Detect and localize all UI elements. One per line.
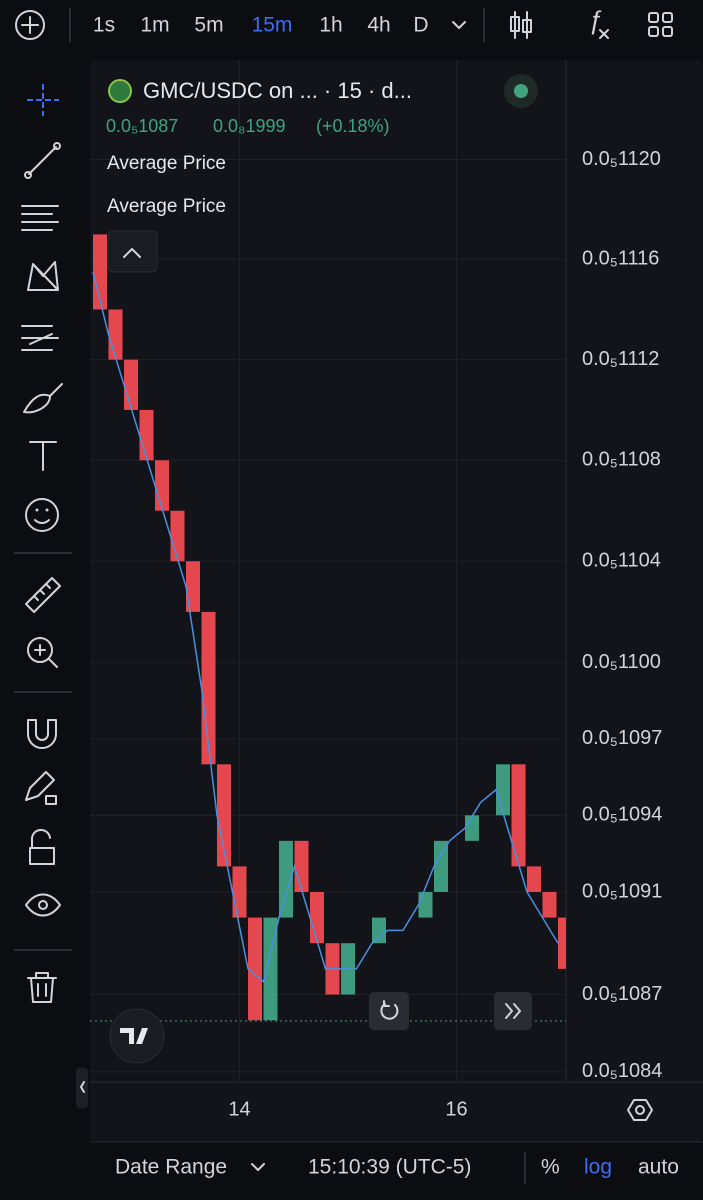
fib-tool[interactable] [21,205,59,231]
x-tick-label: 16 [445,1098,467,1120]
y-tick-label: 0.0₅1120 [582,148,661,170]
ruler-tool[interactable] [25,577,61,613]
y-tick-label: 0.0₅1104 [582,550,661,572]
chart-type-button[interactable] [510,11,532,39]
candle-body [418,891,433,918]
reset-button[interactable] [369,992,409,1030]
candle-body [294,840,309,892]
clock: 15:10:39 (UTC-5) [308,1156,471,1179]
delete-tool[interactable] [27,972,57,1003]
candle-body [155,460,169,511]
indicators-button[interactable]: ƒ [588,5,602,35]
auto-toggle[interactable]: auto [638,1156,679,1179]
chart-panel [90,60,703,1142]
grid [90,60,566,1082]
interval-button[interactable]: 1s [93,14,115,37]
price: 0.0₅1087 [106,116,178,136]
y-tick-label: 0.0₅1091 [582,880,662,902]
interval-dropdown[interactable] [452,21,466,29]
candle-body [263,917,278,1021]
y-tick-label: 0.0₅1112 [582,348,659,370]
candle-body [279,840,293,918]
brush-tool[interactable] [23,383,63,414]
candle-body [124,359,138,410]
indicators-icon [599,29,609,39]
drawing-toolbar [14,84,72,1003]
trend-line-tool[interactable] [24,142,61,179]
projection-tool[interactable] [21,325,59,351]
symbol-logo [108,79,132,103]
interval-button[interactable]: 4h [367,14,390,37]
add-button[interactable] [15,10,45,40]
candle-body [232,866,247,918]
candle-body [108,309,123,360]
candle-body [434,840,448,892]
collapse-icon [80,1081,85,1093]
text-tool[interactable] [29,441,57,471]
candle-body [558,917,566,969]
date-range-button[interactable]: Date Range [115,1156,227,1179]
scroll-right-button[interactable] [494,992,532,1030]
interval-button[interactable]: 1h [319,14,342,37]
candle-body [217,764,231,867]
candle-body [93,234,107,310]
change-percent: (+0.18%) [316,116,390,136]
candle-body [186,561,200,612]
interval-button[interactable]: 1m [140,14,169,37]
candle-body [372,917,386,944]
magnet-tool[interactable] [27,719,57,749]
candle-body [527,866,541,892]
average-price-line [92,271,559,984]
interval-button[interactable]: D [413,14,428,37]
y-tick-label: 0.0₅1108 [582,449,661,471]
x-tick-label: 14 [228,1098,250,1120]
top-bar [0,0,703,56]
percent-toggle[interactable]: % [541,1156,560,1179]
emoji-tool[interactable] [25,498,59,532]
y-tick-label: 0.0₅1087 [582,983,662,1005]
date-range-chevron [251,1163,265,1171]
y-tick-label: 0.0₅1097 [582,727,662,749]
settings-button[interactable] [627,1099,653,1121]
y-tick-label: 0.0₅1094 [582,804,662,826]
zoom-tool[interactable] [27,637,58,668]
y-tick-label: 0.0₅1084 [582,1060,662,1082]
interval-button[interactable]: 5m [194,14,223,37]
unlock-tool[interactable] [29,829,55,865]
collapse-legend-button[interactable] [107,230,158,273]
candle-body [465,815,479,841]
symbol[interactable]: GMC/USDC on ... · 15 · d... [143,78,412,103]
candle-body [248,917,262,1021]
candle-body [201,611,216,765]
pattern-tool[interactable] [27,261,59,291]
candle-body [511,764,526,867]
y-tick-label: 0.0₅1100 [582,651,661,673]
candle-body [170,510,185,562]
candle-body [310,891,324,944]
status-dot [514,84,528,98]
crosshair-tool[interactable] [27,84,59,116]
interval-button[interactable]: 15m [252,14,293,37]
lock-drawings-tool[interactable] [25,771,57,805]
change: 0.0₈1999 [213,116,286,136]
indicator-label[interactable]: Average Price [107,196,226,217]
candle-body [496,764,510,816]
tv-logo [109,1008,165,1064]
indicator-label[interactable]: Average Price [107,153,226,174]
plot [92,234,566,1021]
log-toggle[interactable]: log [584,1156,612,1179]
candle-body [542,891,557,918]
candle-body [139,409,154,461]
visibility-tool[interactable] [25,893,61,917]
y-tick-label: 0.0₅1116 [582,248,659,270]
layout-button[interactable] [648,12,673,37]
